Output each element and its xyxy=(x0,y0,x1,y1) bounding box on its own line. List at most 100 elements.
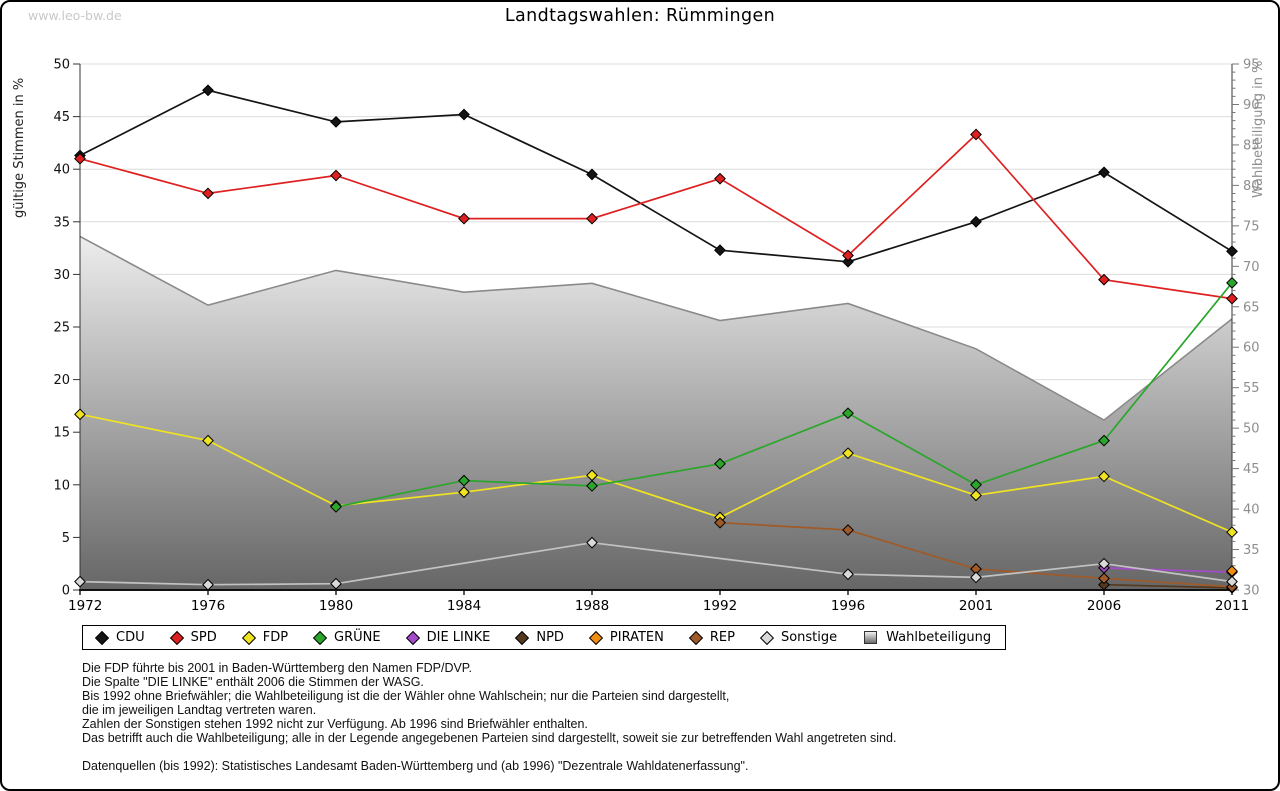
series-line-cdu xyxy=(79,89,1233,263)
y-tick-label-left: 0 xyxy=(62,584,70,599)
y-tick-label-left: 35 xyxy=(53,215,70,230)
legend-item-fdp: FDP xyxy=(241,630,288,645)
legend-label: Wahlbeteiligung xyxy=(886,630,992,645)
data-point-fdp xyxy=(842,447,854,460)
y-tick-label-left: 40 xyxy=(53,163,70,178)
data-point-fdp xyxy=(970,489,982,502)
data-point-sonstige xyxy=(330,577,342,590)
footnotes: Die FDP führte bis 2001 in Baden-Württem… xyxy=(82,661,896,773)
data-point-cdu xyxy=(330,115,342,128)
y-tick-label-right: 30 xyxy=(1243,584,1260,599)
legend-marker-npd-icon xyxy=(515,630,530,645)
data-point-spd xyxy=(202,187,214,200)
watermark: www.leo-bw.de xyxy=(28,8,122,23)
y-tick-label-right: 75 xyxy=(1243,219,1260,234)
y-tick-label-right: 90 xyxy=(1243,98,1260,113)
y-tick-label-right: 95 xyxy=(1243,58,1260,73)
data-point-grüne xyxy=(842,407,854,420)
data-point-spd xyxy=(970,128,982,141)
series-line-grüne xyxy=(335,282,1233,508)
y-tick-label-right: 85 xyxy=(1243,138,1260,153)
y-tick-label-left: 50 xyxy=(53,58,70,73)
legend-marker-fdp-icon xyxy=(241,630,256,645)
data-point-sonstige xyxy=(970,571,982,584)
note-line: Die Spalte "DIE LINKE" enthält 2006 die … xyxy=(82,675,424,689)
data-point-grüne xyxy=(458,474,470,487)
x-tick-label: 1972 xyxy=(68,598,102,614)
note-line: Bis 1992 ohne Briefwähler; die Wahlbetei… xyxy=(82,689,730,703)
legend-marker-rep-icon xyxy=(688,630,703,645)
legend-item-spd: SPD xyxy=(169,630,217,645)
legend-label: CDU xyxy=(116,630,145,645)
legend-label: SPD xyxy=(190,630,217,645)
data-point-cdu xyxy=(1226,245,1238,258)
data-point-cdu xyxy=(458,108,470,121)
legend-item-npd: NPD xyxy=(515,630,564,645)
x-tick-label: 1988 xyxy=(575,598,609,614)
participation-area xyxy=(80,236,1232,590)
note-line: Die FDP führte bis 2001 in Baden-Württem… xyxy=(82,661,473,675)
data-point-npd xyxy=(1098,578,1110,591)
y-axis-label-right: Wahlbeteiligung in % xyxy=(1251,60,1266,198)
legend-marker-wahlbeteiligung-icon xyxy=(864,631,878,644)
data-point-grüne xyxy=(714,457,726,470)
data-point-fdp xyxy=(458,486,470,499)
x-tick-label: 1984 xyxy=(447,598,481,614)
legend-box: CDU SPD FDP GRÜNE DIE LINKE NPD PIRATEN REP Sons… xyxy=(82,625,1007,650)
legend-item-wahlbeteiligung: Wahlbeteiligung xyxy=(864,630,991,645)
data-point-cdu xyxy=(1098,166,1110,179)
data-point-grüne xyxy=(970,478,982,491)
x-tick-label: 1976 xyxy=(191,598,225,614)
data-point-spd xyxy=(586,212,598,225)
data-point-sonstige xyxy=(202,578,214,591)
legend-item-cdu: CDU xyxy=(94,630,145,645)
data-point-fdp xyxy=(74,408,86,421)
data-point-fdp xyxy=(1098,470,1110,483)
legend-marker-sonstige-icon xyxy=(759,630,775,645)
data-point-sonstige xyxy=(586,536,598,549)
legend-marker-die-linke-icon xyxy=(405,630,420,645)
note-line: Zahlen der Sonstigen stehen 1992 nicht z… xyxy=(82,717,588,731)
y-tick-label-right: 60 xyxy=(1243,341,1260,356)
legend-label: GRÜNE xyxy=(334,630,381,645)
x-tick-label: 1996 xyxy=(831,598,865,614)
data-point-spd xyxy=(714,172,726,185)
y-tick-label-right: 70 xyxy=(1243,260,1260,275)
data-point-sonstige xyxy=(842,568,854,581)
series-line-npd xyxy=(1103,583,1233,589)
y-tick-label-right: 45 xyxy=(1243,462,1260,477)
data-point-rep xyxy=(842,524,854,536)
data-point-spd xyxy=(330,169,342,182)
y-tick-label-right: 40 xyxy=(1243,503,1260,518)
data-point-spd xyxy=(1098,273,1110,286)
data-point-cdu xyxy=(714,244,726,257)
data-point-grüne xyxy=(586,479,598,492)
data-point-rep xyxy=(714,516,726,529)
series-line-sonstige xyxy=(79,541,1233,586)
y-tick-label-right: 35 xyxy=(1243,543,1260,558)
y-tick-label-left: 30 xyxy=(53,268,70,283)
page-title: Landtagswahlen: Rümmingen xyxy=(504,6,776,26)
x-tick-label: 1980 xyxy=(319,598,353,614)
x-tick-label: 2001 xyxy=(959,598,993,614)
data-point-cdu xyxy=(842,255,854,268)
data-point-cdu xyxy=(202,84,214,97)
data-point-spd xyxy=(74,152,86,165)
y-tick-label-right: 55 xyxy=(1243,381,1260,396)
y-tick-label-left: 45 xyxy=(53,110,70,125)
y-tick-label-left: 15 xyxy=(53,426,70,441)
data-point-fdp xyxy=(1226,526,1238,539)
y-tick-label-right: 50 xyxy=(1243,422,1260,437)
y-tick-label-left: 25 xyxy=(53,321,70,336)
y-tick-label-left: 10 xyxy=(53,478,70,493)
note-line: Das betrifft auch die Wahlbeteiligung; a… xyxy=(82,731,897,745)
participation-line xyxy=(79,235,1233,422)
data-point-sonstige xyxy=(1226,575,1238,588)
y-tick-label-left: 20 xyxy=(53,373,70,388)
data-point-rep xyxy=(1098,572,1110,585)
legend-label: Sonstige xyxy=(780,630,838,645)
legend-item-sonstige: Sonstige xyxy=(759,630,838,645)
note-line: Datenquellen (bis 1992): Statistisches L… xyxy=(82,759,749,773)
